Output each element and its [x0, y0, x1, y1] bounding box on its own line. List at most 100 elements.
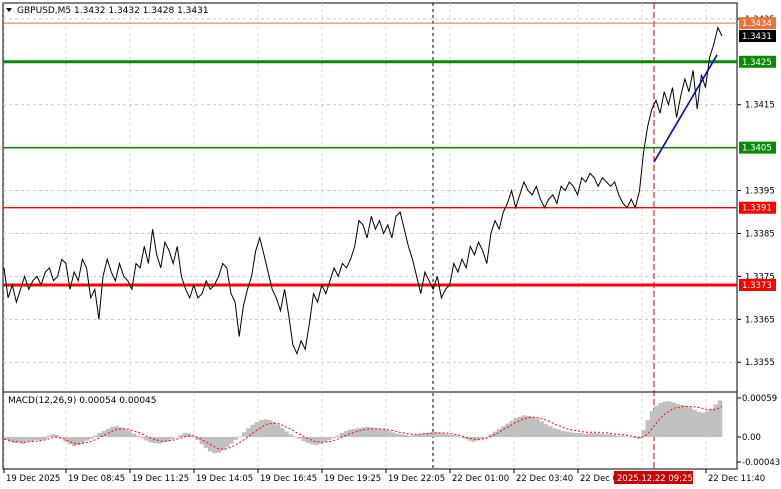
- macd-bar: [620, 435, 625, 437]
- macd-bar: [437, 432, 442, 437]
- macd-bar: [526, 416, 532, 437]
- macd-bar: [394, 433, 400, 437]
- price-tick: 1.3395: [745, 187, 775, 197]
- macd-bar: [4, 437, 9, 440]
- macd-bar: [212, 437, 217, 454]
- price-box-label: 1.3391: [742, 204, 772, 214]
- macd-bar: [535, 418, 540, 437]
- macd-bar: [156, 437, 162, 444]
- macd-bar: [641, 430, 646, 437]
- macd-bar: [467, 437, 472, 441]
- macd-bar: [258, 420, 264, 437]
- macd-bar: [637, 437, 642, 439]
- price-box-label: 1.3431: [742, 32, 772, 42]
- time-tick: 19 Dec 14:05: [196, 474, 253, 484]
- time-tick: 22 Dec 06:20: [580, 474, 637, 484]
- macd-bar: [700, 412, 706, 437]
- macd-bar: [123, 428, 128, 437]
- macd-bar: [237, 436, 243, 437]
- macd-bar: [161, 437, 166, 443]
- collapse-triangle-icon[interactable]: [6, 8, 12, 12]
- macd-bar: [216, 437, 221, 453]
- macd-bar: [80, 437, 85, 443]
- macd-bar: [683, 405, 689, 437]
- macd-bar: [326, 437, 332, 440]
- macd-bar: [675, 403, 680, 437]
- macd-bar: [89, 437, 94, 439]
- macd-bar: [462, 437, 468, 439]
- trend-line[interactable]: [653, 54, 718, 163]
- macd-bar: [624, 436, 629, 437]
- macd-bar: [479, 437, 485, 439]
- macd-bar: [343, 430, 349, 437]
- macd-bar: [420, 433, 425, 437]
- price-box-support-green: 1.3405: [739, 141, 776, 154]
- macd-bar: [488, 434, 493, 437]
- macd-bar: [182, 432, 187, 437]
- macd-bar: [76, 437, 81, 445]
- price-box-bid: 1.3431: [739, 30, 776, 43]
- macd-bar: [573, 432, 578, 437]
- macd-bar: [369, 427, 374, 437]
- macd-bar: [348, 429, 353, 437]
- macd-bar: [386, 430, 391, 437]
- price-box-support-red-top: 1.3391: [739, 201, 776, 214]
- macd-bar: [399, 434, 404, 437]
- macd-bar: [127, 430, 132, 437]
- macd-bar: [101, 430, 107, 437]
- macd-bar: [475, 437, 481, 441]
- macd-bar: [365, 426, 370, 437]
- macd-bar: [352, 428, 357, 437]
- macd-bar: [679, 405, 684, 437]
- time-tick: 19 Dec 19:25: [324, 474, 381, 484]
- macd-bar: [560, 430, 566, 437]
- macd-bar: [492, 431, 498, 437]
- macd-bar: [501, 426, 506, 437]
- macd-bar: [569, 432, 574, 437]
- macd-bar: [93, 435, 98, 437]
- macd-bar: [280, 428, 285, 437]
- macd-bar: [63, 437, 68, 442]
- macd-bar: [424, 432, 430, 437]
- macd-bar: [84, 437, 90, 441]
- macd-bar: [21, 437, 26, 444]
- price-labels: 1.3434 1.3431 1.3425 1.3405 1.3391 1.3373: [739, 17, 776, 291]
- macd-bar: [484, 437, 489, 438]
- macd-bar: [12, 437, 17, 443]
- macd-bar: [666, 401, 672, 437]
- macd-tick-zero: 0.00: [742, 433, 761, 443]
- macd-bar: [522, 415, 527, 437]
- macd-bar: [246, 428, 251, 437]
- macd-bar: [450, 435, 455, 437]
- price-axis: 1.34351.34151.33951.33851.33751.33651.33…: [737, 15, 775, 368]
- symbol-info: GBPUSD,M5 1.3432 1.3432 1.3428 1.3431: [17, 6, 209, 16]
- time-tick: 19 Dec 22:05: [388, 474, 445, 484]
- macd-bar: [505, 423, 510, 437]
- macd-histogram: [4, 400, 723, 454]
- macd-bar: [50, 434, 56, 437]
- macd-bar: [403, 435, 408, 437]
- macd-bar: [16, 437, 22, 443]
- time-tick: 19 Dec 2025: [6, 474, 60, 484]
- macd-bar: [114, 426, 119, 437]
- macd-bar: [224, 437, 230, 448]
- macd-bar: [110, 426, 115, 437]
- macd-bar: [552, 428, 557, 437]
- macd-bar: [339, 432, 345, 437]
- macd-bar: [458, 437, 464, 438]
- macd-bar: [539, 421, 544, 437]
- macd-bar: [250, 424, 255, 437]
- macd-bar: [709, 408, 714, 437]
- time-tick: 22 Dec 03:40: [516, 474, 573, 484]
- macd-bar: [169, 437, 175, 440]
- price-box-label: 1.3373: [742, 281, 772, 291]
- macd-bar: [513, 418, 519, 437]
- macd-label: MACD(12,26,9) 0.00054 0.00045: [8, 396, 157, 406]
- macd-bar: [97, 432, 102, 437]
- macd-bar: [382, 429, 387, 437]
- time-axis: 19 Dec 2025 19 Dec 08:45 19 Dec 11:25 19 De…: [3, 469, 765, 484]
- macd-bar: [433, 432, 438, 437]
- macd-bar: [25, 437, 30, 442]
- macd-signal-line: [3, 406, 723, 450]
